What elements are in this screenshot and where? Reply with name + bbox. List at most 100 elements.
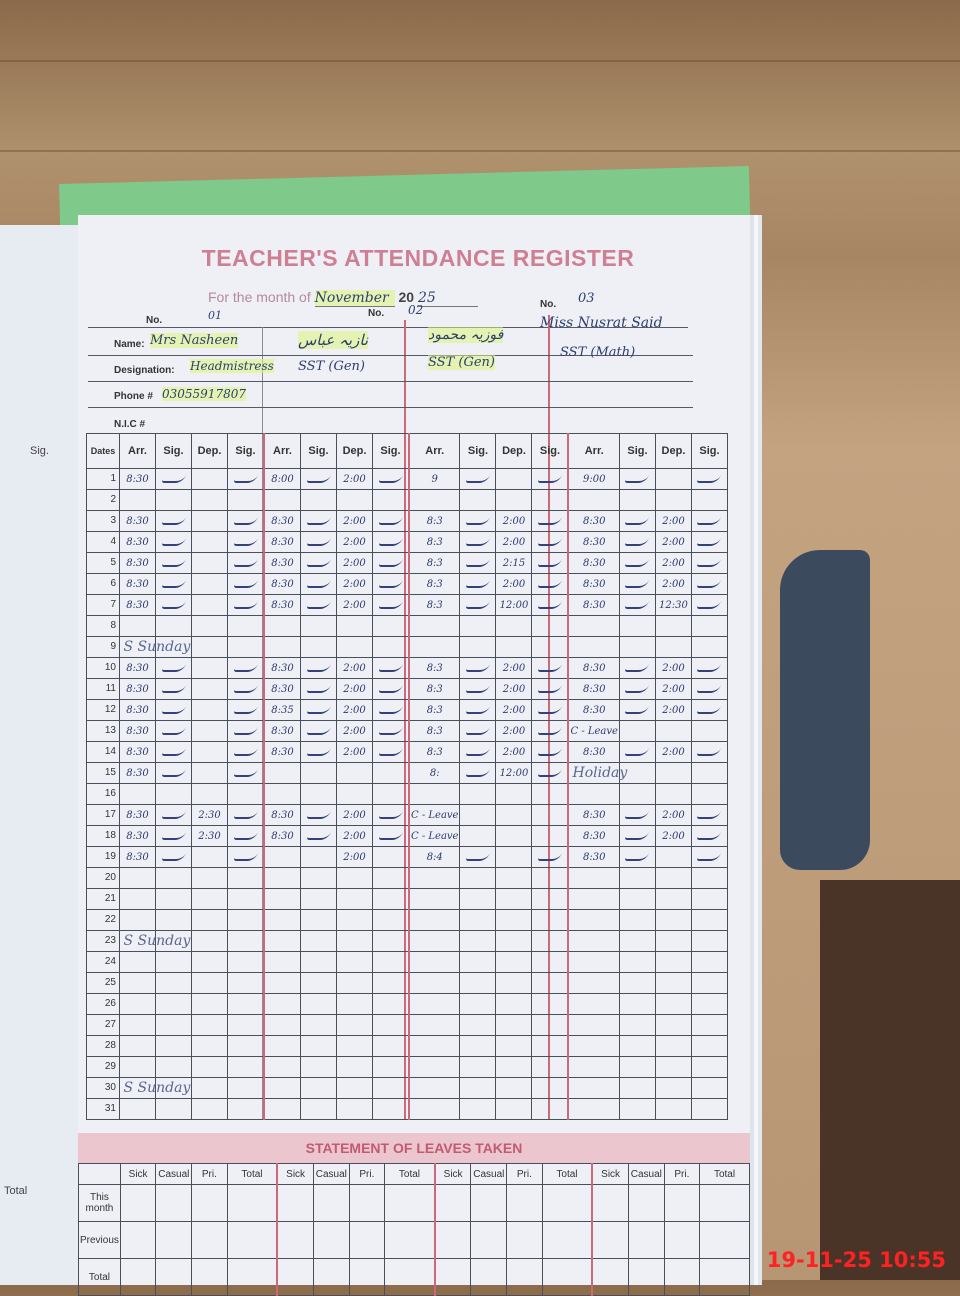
signature-cell [372,846,410,868]
signature-cell [300,510,337,532]
leaves-cell [470,1258,508,1296]
table-row: 8 [86,615,728,637]
arrival-cell: 8:30 [567,804,620,826]
table-row: 22 [86,909,728,931]
signature-scribble [232,682,259,693]
date-cell: 17 [86,804,120,826]
departure-cell [654,783,692,805]
arrival-cell [567,930,620,952]
departure-cell: 2:00 [336,552,373,574]
signature-cell [531,573,569,595]
signature-scribble [305,535,332,546]
table-row: 20 [86,867,728,889]
signature-scribble [160,745,187,756]
wooden-bench [820,880,960,1280]
departure-time: 2:00 [343,830,366,842]
signature-cell [300,888,337,910]
arrival-cell: C - Leave [408,825,461,847]
departure-cell [495,846,533,868]
leaves-row-label: This month [78,1184,121,1222]
table-row: 9 [86,636,728,658]
signature-cell [372,993,410,1015]
signature-scribble [305,703,332,714]
arrival-time: 8:30 [271,683,294,695]
arrival-cell [119,867,156,889]
signature-cell [227,615,265,637]
signature-cell [227,720,265,742]
signature-scribble [696,472,723,483]
signature-cell [690,531,728,553]
departure-cell: 2:00 [336,846,373,868]
table-row: 18 8:30 2:30 8:30 2:00 C - Leave 8:30 2:00 [86,825,728,847]
departure-cell [191,531,228,553]
signature-cell [618,951,656,973]
signature-cell [618,531,656,553]
arrival-cell: 8:3 [408,594,461,616]
signature-scribble [377,829,404,840]
departure-cell [654,1098,692,1120]
departure-cell [191,1056,228,1078]
signature-cell [690,909,728,931]
leaves-cell [191,1221,228,1259]
departure-cell [336,636,373,658]
date-cell: 2 [86,489,120,511]
departure-cell [191,636,228,658]
arrival-time: 8:30 [126,746,149,758]
departure-time: 12:00 [499,599,529,611]
departure-time: 2:30 [198,830,221,842]
arrival-cell: 8:4 [408,846,461,868]
signature-cell [531,594,569,616]
arrival-cell: 8:30 [263,573,301,595]
table-row: 21 [86,888,728,910]
teacher-1-designation: Headmistress [190,359,274,373]
signature-scribble [305,661,332,672]
signature-cell [618,510,656,532]
departure-cell [654,951,692,973]
leaves-cell [312,1184,350,1222]
signature-cell [459,720,497,742]
signature-cell [300,993,337,1015]
leaves-cell [276,1184,314,1222]
arrival-cell [567,867,620,889]
signature-cell [690,804,728,826]
leaves-cell [627,1184,665,1222]
arrival-time: 8:30 [126,767,149,779]
arrival-cell [263,489,301,511]
signature-cell [690,993,728,1015]
leaves-header-casual: Casual [470,1163,508,1185]
signature-scribble [305,514,332,525]
departure-time: 2:00 [343,725,366,737]
departure-cell [654,489,692,511]
month-label: For the month of [208,289,311,305]
signature-scribble [232,745,259,756]
signature-cell [618,1098,656,1120]
leaves-cell [312,1221,350,1259]
arrival-cell [567,1056,620,1078]
signature-cell [372,552,410,574]
departure-cell: 2:00 [336,741,373,763]
signature-cell [690,573,728,595]
leaves-header-sick: Sick [119,1163,157,1185]
departure-cell [191,573,228,595]
signature-cell [690,1056,728,1078]
date-cell: 16 [86,783,120,805]
arrival-cell [567,993,620,1015]
signature-cell [372,468,410,490]
departure-cell [336,1014,373,1036]
arrival-time: 8:30 [126,578,149,590]
signature-cell [459,489,497,511]
signature-scribble [232,472,259,483]
leaves-header-pri: Pri. [348,1163,386,1185]
signature-cell [155,1014,192,1036]
departure-cell [495,972,533,994]
leaves-cell [506,1184,543,1222]
table-row: 5 8:30 8:30 2:00 8:3 2:15 8:30 2:00 [86,552,728,574]
signature-cell [618,804,656,826]
leaves-cell [591,1221,629,1259]
signature-cell [372,1098,410,1120]
signature-cell [155,720,192,742]
arrival-cell [119,783,156,805]
leaves-row: This month [78,1184,750,1222]
departure-cell [191,846,228,868]
rule [88,355,693,356]
